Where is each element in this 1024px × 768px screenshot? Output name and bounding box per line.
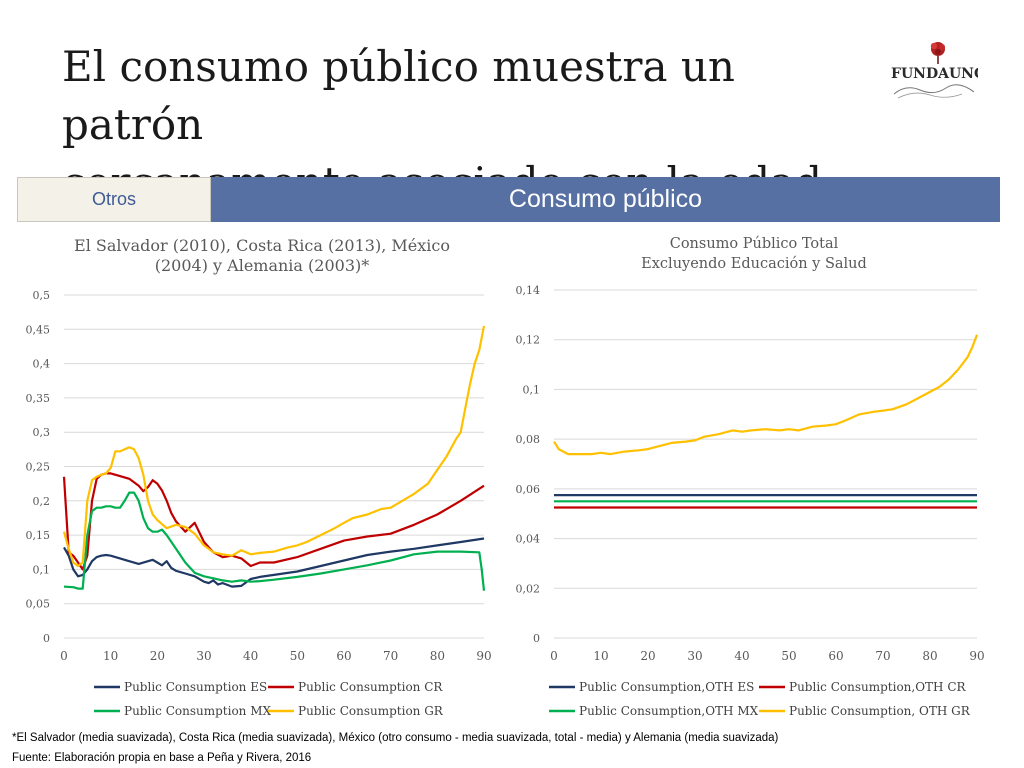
y-tick-label: 0,04: [516, 533, 541, 546]
x-tick-label: 70: [875, 649, 890, 663]
x-tick-label: 10: [103, 649, 118, 663]
legend-label: Public Consumption, OTH GR: [789, 704, 971, 718]
y-tick-label: 0,15: [26, 529, 51, 542]
legend-label: Public Consumption,OTH MX: [579, 704, 759, 718]
y-tick-label: 0,12: [516, 334, 541, 347]
logo-wordmark: FUNDAUNGO: [891, 66, 978, 82]
y-tick-label: 0: [43, 632, 50, 645]
age-profile-chart: El Salvador (2010), Costa Rica (2013), M…: [26, 236, 492, 718]
x-tick-label: 10: [593, 649, 608, 663]
legend-label: Public Consumption GR: [298, 704, 444, 718]
y-tick-label: 0,3: [33, 426, 51, 439]
y-tick-label: 0,1: [523, 383, 541, 396]
legend-label: Public Consumption,OTH ES: [579, 680, 754, 694]
rose-icon: [930, 42, 945, 64]
y-tick-label: 0,08: [516, 433, 541, 446]
source-note: Fuente: Elaboración propia en base a Peñ…: [12, 752, 312, 764]
y-tick-label: 0,2: [33, 495, 51, 508]
x-tick-label: 40: [734, 649, 749, 663]
y-tick-label: 0,35: [26, 392, 51, 405]
other-consumption-chart: Consumo Público Total Excluyendo Educació…: [516, 236, 985, 718]
x-tick-label: 50: [781, 649, 796, 663]
y-tick-label: 0,02: [516, 582, 541, 595]
x-tick-label: 20: [150, 649, 165, 663]
x-tick-label: 60: [828, 649, 843, 663]
x-tick-label: 50: [290, 649, 305, 663]
x-tick-label: 30: [196, 649, 211, 663]
chart-title-line1: Consumo Público Total: [670, 236, 839, 252]
y-tick-label: 0,4: [33, 358, 51, 371]
x-tick-label: 90: [969, 649, 984, 663]
x-tick-label: 0: [60, 649, 68, 663]
y-tick-label: 0,1: [33, 563, 51, 576]
tab-consumo-publico[interactable]: Consumo público: [211, 177, 1000, 222]
fundaungo-logo: FUNDAUNGO: [888, 38, 998, 102]
legend-label: Public Consumption ES: [124, 680, 267, 694]
x-tick-label: 20: [640, 649, 655, 663]
y-tick-label: 0,05: [26, 598, 51, 611]
x-tick-label: 90: [476, 649, 491, 663]
footnote: *El Salvador (media suavizada), Costa Ri…: [12, 732, 779, 744]
x-tick-label: 80: [922, 649, 937, 663]
series-line-2: [63, 491, 486, 591]
series-line-3: [62, 325, 486, 568]
chart-title-line2: Excluyendo Educación y Salud: [641, 256, 867, 272]
x-tick-label: 30: [687, 649, 702, 663]
y-tick-label: 0,45: [26, 323, 51, 336]
y-tick-label: 0,06: [516, 483, 541, 496]
y-tick-label: 0,25: [26, 461, 51, 474]
chart-title-line2: (2004) y Alemania (2003)*: [155, 256, 370, 275]
y-tick-label: 0,5: [33, 289, 51, 302]
legend-label: Public Consumption MX: [124, 704, 271, 718]
series-line-1: [62, 472, 485, 571]
legend-label: Public Consumption,OTH CR: [789, 680, 967, 694]
x-tick-label: 60: [336, 649, 351, 663]
legend-label: Public Consumption CR: [298, 680, 443, 694]
x-tick-label: 80: [430, 649, 445, 663]
chart-title-line1: El Salvador (2010), Costa Rica (2013), M…: [74, 236, 450, 255]
series-line-3: [553, 334, 979, 456]
slide-title-line1: El consumo público muestra un patrón: [62, 42, 735, 149]
y-tick-label: 0: [533, 632, 540, 645]
tab-otros[interactable]: Otros: [17, 177, 211, 222]
x-tick-label: 40: [243, 649, 258, 663]
tab-bar: Otros Consumo público: [17, 177, 1000, 222]
series-line-0: [63, 537, 485, 588]
x-tick-label: 0: [550, 649, 558, 663]
x-tick-label: 70: [383, 649, 398, 663]
y-tick-label: 0,14: [516, 284, 541, 297]
